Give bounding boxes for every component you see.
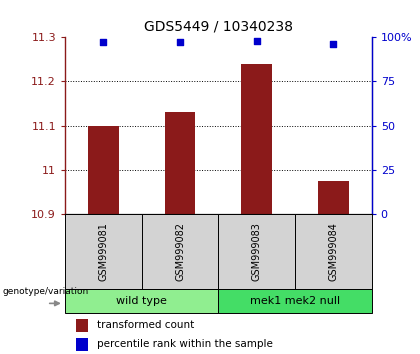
Text: transformed count: transformed count (97, 320, 194, 330)
Text: GSM999084: GSM999084 (328, 222, 339, 281)
Bar (76, 338, 88, 351)
Text: genotype/variation: genotype/variation (3, 287, 89, 296)
Title: GDS5449 / 10340238: GDS5449 / 10340238 (144, 19, 293, 33)
Text: GSM999081: GSM999081 (98, 222, 108, 281)
Bar (76, 319, 88, 332)
Bar (241, 64, 272, 214)
Point (330, 41, 337, 47)
Text: mek1 mek2 null: mek1 mek2 null (250, 296, 340, 306)
Bar (295, 214, 372, 289)
Text: GSM999082: GSM999082 (175, 222, 185, 281)
Bar (218, 289, 372, 313)
Bar (88, 126, 119, 214)
Bar (165, 112, 195, 214)
Bar (65, 214, 142, 289)
Bar (218, 214, 295, 289)
Bar (318, 181, 349, 214)
Text: percentile rank within the sample: percentile rank within the sample (97, 339, 273, 349)
Point (177, 40, 184, 45)
Bar (142, 214, 218, 289)
Point (100, 40, 107, 45)
Text: GSM999083: GSM999083 (252, 222, 262, 281)
Bar (65, 289, 218, 313)
Text: wild type: wild type (116, 296, 167, 306)
Point (253, 38, 260, 44)
